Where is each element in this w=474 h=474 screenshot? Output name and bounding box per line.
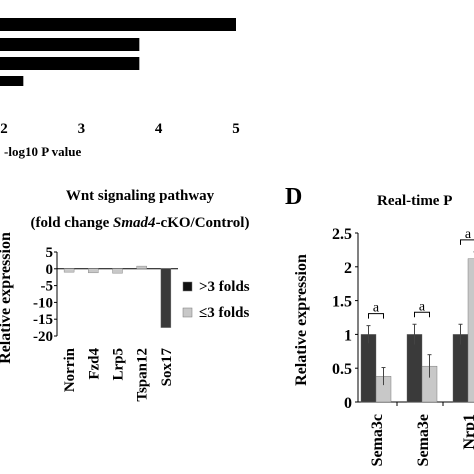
realtime-pcr-chart: D Real-time P Relative expression 0 0.5 1 1…	[285, 184, 474, 466]
wnt-bar-fzd4	[88, 268, 99, 274]
pvalue-bar	[0, 57, 140, 70]
wnt-bar-lrp5	[112, 268, 123, 274]
significance-bracket	[460, 239, 474, 245]
wnt-y-tick-label: 0	[46, 262, 54, 278]
significance-bracket	[368, 313, 384, 319]
realtime-y-tick-label: 0.5	[332, 361, 352, 378]
pvalue-bar	[0, 76, 24, 86]
realtime-y-tick-label: 0	[344, 395, 352, 412]
wnt-y-axis-label: Relative expression	[0, 232, 14, 364]
wnt-category-label: Sox17	[159, 348, 175, 387]
wnt-y-tick-label: -15	[33, 312, 53, 328]
legend-swatch	[182, 281, 193, 292]
pvalue-tick-label: 3	[78, 121, 86, 137]
pvalue-bar	[0, 18, 236, 31]
wnt-y-tick-label: -20	[33, 329, 53, 345]
realtime-bar-sema3c-0	[360, 334, 377, 403]
wnt-y-tick-label: -5	[41, 279, 54, 295]
realtime-title: Real-time P	[377, 193, 452, 209]
wnt-bar-sox17	[160, 268, 172, 328]
significance-bracket	[414, 311, 430, 318]
wnt-bar-norrin	[63, 268, 75, 273]
wnt-category-label: Lrp5	[111, 348, 127, 381]
realtime-y-axis-label: Relative expression	[293, 254, 310, 386]
realtime-y-tick-label: 2.5	[332, 226, 352, 243]
wnt-category-label: Fzd4	[86, 348, 102, 380]
wnt-category-label: Norrin	[62, 347, 78, 392]
wnt-bar-tspan12	[136, 265, 147, 269]
wnt-category-label: Tspan12	[135, 348, 151, 402]
significance-label: a	[373, 301, 380, 316]
realtime-y-tick-label: 1.5	[332, 294, 352, 311]
wnt-bar-chart: Wnt signaling pathway (fold change Smad4…	[0, 188, 250, 402]
legend-label: >3 folds	[199, 279, 250, 295]
realtime-y-tick-label: 2	[344, 260, 352, 277]
realtime-category-label: Sema3e	[415, 414, 432, 466]
pvalue-tick-label: 2	[0, 121, 8, 137]
pvalue-tick-label: 4	[155, 121, 163, 137]
panel-letter-d: D	[285, 184, 302, 210]
pvalue-axis-label: -log10 P value	[4, 144, 82, 159]
wnt-subtitle: (fold change Smad4-cKO/Control)	[31, 215, 250, 231]
realtime-category-label: Nrp1	[461, 414, 474, 450]
realtime-bar-nrp1-1	[467, 258, 474, 403]
legend-label: ≤3 folds	[199, 305, 249, 321]
wnt-title: Wnt signaling pathway	[66, 188, 215, 204]
legend-swatch	[182, 307, 193, 318]
pvalue-tick-label: 5	[232, 121, 240, 137]
significance-label: a	[419, 299, 426, 314]
pvalue-bar	[0, 38, 140, 51]
significance-label: a	[465, 227, 472, 242]
wnt-y-tick-label: -10	[33, 295, 53, 311]
pvalue-bar-chart: 2 3 4 5 -log10 P value	[0, 18, 240, 159]
wnt-y-tick-label: 5	[46, 245, 54, 261]
realtime-y-tick-label: 1	[344, 327, 352, 344]
realtime-category-label: Sema3c	[369, 414, 386, 466]
